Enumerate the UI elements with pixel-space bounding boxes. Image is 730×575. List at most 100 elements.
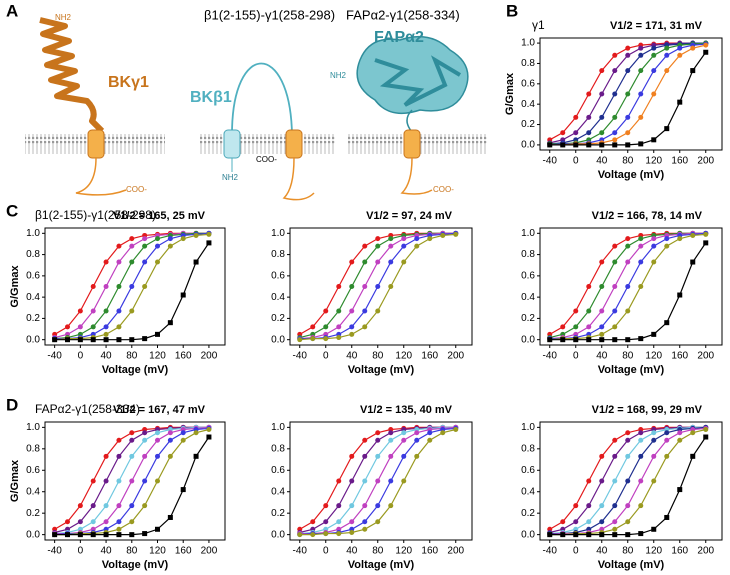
marker [142,430,148,436]
marker [375,503,381,509]
marker [142,453,148,459]
marker [116,503,122,509]
marker [599,142,605,148]
marker [297,532,303,538]
marker [703,427,709,433]
marker [323,308,329,314]
marker [103,308,109,314]
marker [65,519,70,525]
marker [625,52,631,58]
x-tick-label: 200 [447,351,464,362]
marker [155,236,160,242]
marker [586,519,592,525]
helix [285,129,303,159]
x-tick-label: 160 [175,351,192,362]
marker [90,284,96,289]
marker [440,430,446,436]
x-tick-label: 40 [596,351,608,362]
marker [362,503,368,509]
marker [103,284,109,289]
x-tick-label: 160 [671,351,688,362]
marker [401,430,407,436]
y-tick-label: 0.6 [26,465,40,476]
marker [349,331,355,337]
marker [599,503,605,509]
marker [375,430,381,436]
marker [690,259,696,265]
tail [282,157,315,201]
label: COO- [433,185,454,194]
marker [677,487,683,493]
marker [362,478,368,484]
marker [388,430,394,436]
marker [625,259,631,265]
marker [323,531,329,537]
marker [414,437,420,443]
marker [625,284,631,289]
x-tick-label: 0 [573,156,579,167]
x-axis-label: Voltage (mV) [598,169,665,181]
marker [103,331,109,337]
marker [52,337,58,343]
marker [703,42,709,48]
marker [129,437,135,443]
marker [625,503,631,509]
marker [349,308,355,314]
marker [625,430,631,436]
marker [310,324,316,330]
marker [167,453,173,459]
marker [638,531,644,537]
y-tick-label: 0.8 [26,249,40,260]
y-tick-label: 0.2 [521,508,535,519]
marker [116,526,122,532]
marker [638,52,644,58]
marker [116,337,122,343]
marker [375,453,381,459]
marker [427,236,433,242]
loop [231,62,293,135]
x-axis-label: Voltage (mV) [102,559,169,571]
marker [142,531,148,537]
x-tick-label: 0 [573,546,579,557]
marker [336,308,342,314]
y-tick-label: 0.0 [521,334,535,345]
marker [142,437,148,443]
marker [625,114,631,120]
marker [90,478,96,484]
y-tick-label: 1.0 [271,422,285,433]
marker [193,430,199,436]
marker [77,519,83,525]
marker [690,232,696,238]
x-tick-label: 120 [395,546,412,557]
y-tick-label: 0.6 [271,465,285,476]
plot-frame [539,421,723,541]
marker [90,519,96,525]
marker [599,532,605,538]
marker [388,236,394,242]
marker [116,532,122,538]
marker [90,324,96,330]
marker [155,437,160,443]
marker [599,453,605,459]
y-tick-label: 0.4 [271,486,285,497]
marker [573,532,579,538]
marker [206,427,212,433]
marker [155,331,160,337]
marker [167,243,173,249]
marker [573,142,579,148]
marker [193,259,199,265]
marker [677,292,683,298]
marker [651,453,657,459]
marker [664,453,670,459]
marker [116,453,122,459]
marker [129,259,135,265]
marker [77,324,83,330]
marker [651,137,657,143]
marker [638,284,644,289]
marker [638,430,644,436]
marker [599,284,605,289]
marker [638,503,644,509]
y-tick-label: 1.0 [521,38,535,49]
marker [703,231,709,237]
